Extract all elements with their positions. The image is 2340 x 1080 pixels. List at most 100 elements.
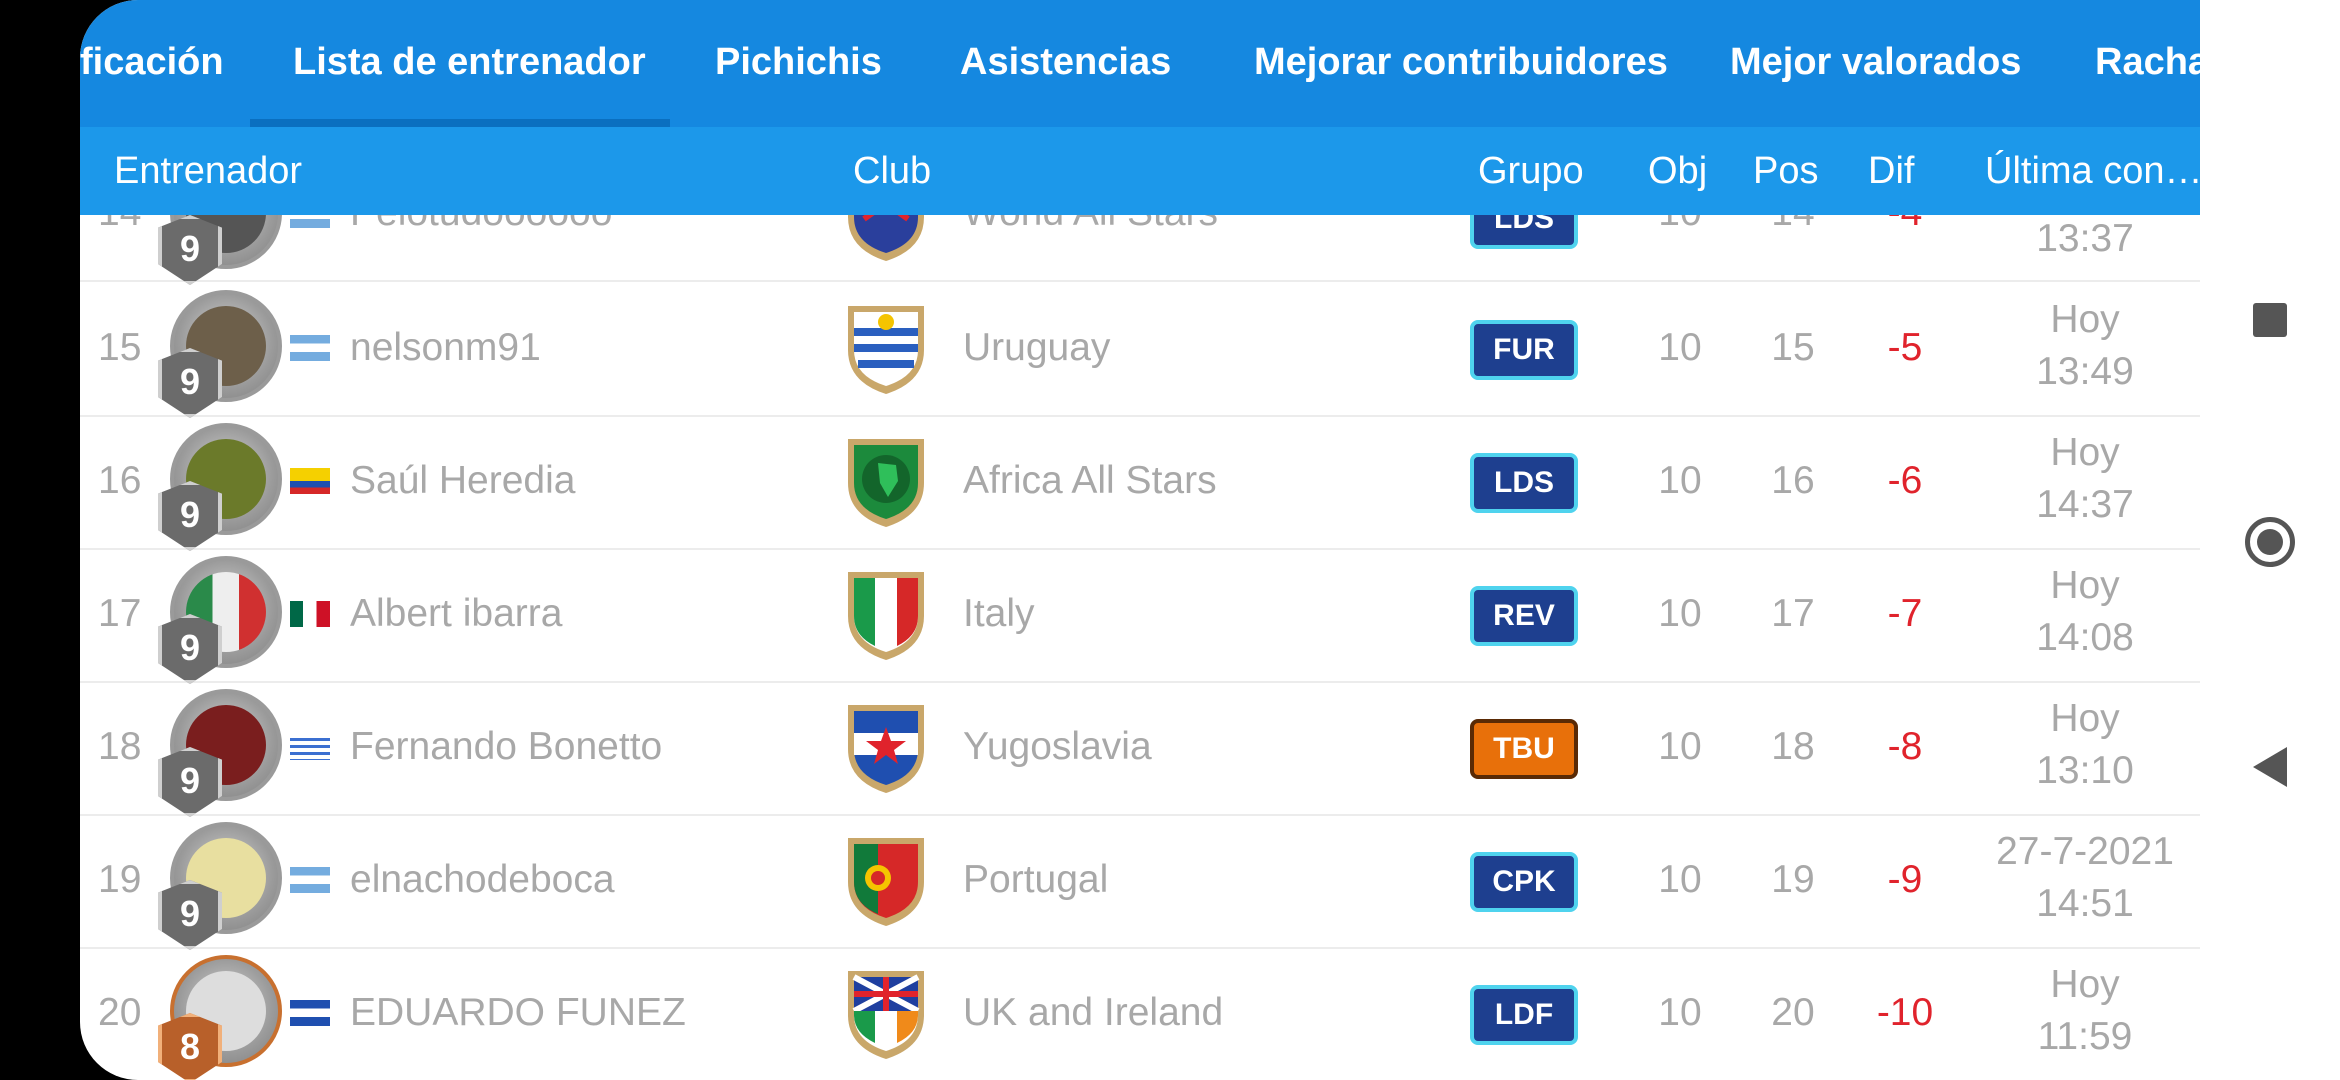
row-pos: 20: [1771, 991, 1815, 1034]
level-badge: 9: [158, 348, 222, 418]
coach-avatar[interactable]: [170, 822, 282, 934]
club-name[interactable]: World All Stars: [963, 215, 1218, 235]
table-row[interactable]: 18 9 Fernando Bonetto Yugoslavia TBU 10 …: [80, 681, 2220, 817]
club-name[interactable]: Africa All Stars: [963, 459, 1217, 502]
coach-avatar[interactable]: [170, 955, 282, 1067]
row-last-day: Hoy: [2050, 298, 2120, 341]
italy-shield-icon: [848, 572, 924, 660]
level-badge: 9: [158, 747, 222, 817]
club-name[interactable]: Yugoslavia: [963, 725, 1152, 768]
club-name[interactable]: Uruguay: [963, 326, 1111, 369]
col-ultima-conexion[interactable]: Última con…: [1985, 150, 2203, 192]
row-obj: 10: [1658, 725, 1702, 768]
col-pos[interactable]: Pos: [1753, 150, 1819, 192]
uruguay-shield-icon: [848, 306, 924, 394]
yugoslavia-shield-icon: [848, 705, 924, 793]
uk-ireland-shield-icon: [848, 971, 924, 1059]
row-last-time: 13:49: [2036, 350, 2134, 393]
group-badge[interactable]: FUR: [1470, 320, 1578, 380]
row-last-connection: Hoy 13:49: [1960, 294, 2210, 398]
table-row[interactable]: 20 8 EDUARDO FUNEZ UK and Ireland LDF 10…: [80, 947, 2220, 1080]
mexico-flag-icon: [290, 601, 330, 627]
row-dif: -9: [1887, 858, 1923, 901]
tab-lista-de-entrenador[interactable]: Lista de entrenador: [293, 41, 646, 83]
col-grupo[interactable]: Grupo: [1478, 150, 1584, 192]
row-position: 16: [98, 459, 142, 502]
row-position: 19: [98, 858, 142, 901]
col-obj[interactable]: Obj: [1648, 150, 1708, 192]
coach-name[interactable]: elnachodeboca: [350, 858, 615, 901]
row-last-connection: Hoy 11:59: [1960, 959, 2210, 1063]
row-last-time: 14:37: [2036, 483, 2134, 526]
coach-name[interactable]: EDUARDO FUNEZ: [350, 991, 686, 1034]
row-last-connection: Hoy 14:37: [1960, 427, 2210, 531]
group-badge[interactable]: REV: [1470, 586, 1578, 646]
table-row[interactable]: 17 9 Albert ibarra Italy REV 10 17 -7 Ho…: [80, 548, 2220, 684]
argentina-flag-icon: [290, 867, 330, 893]
group-badge[interactable]: CPK: [1470, 852, 1578, 912]
row-last-time: 13:37: [2036, 217, 2134, 260]
col-dif[interactable]: Dif: [1868, 150, 1915, 192]
coach-name[interactable]: Fernando Bonetto: [350, 725, 663, 768]
argentina-flag-icon: [290, 335, 330, 361]
level-badge: 9: [158, 215, 222, 285]
back-button[interactable]: [2200, 745, 2340, 789]
table-row[interactable]: 14 9 Pelotudoooooo World All Stars LDS 1…: [80, 215, 2220, 285]
coach-name[interactable]: Saúl Heredia: [350, 459, 576, 502]
row-obj: 10: [1658, 592, 1702, 635]
home-button[interactable]: [2200, 515, 2340, 569]
group-badge[interactable]: LDS: [1470, 215, 1578, 249]
active-tab-indicator: [250, 119, 670, 127]
table-row[interactable]: 19 9 elnachodeboca Portugal CPK 10 19 -9…: [80, 814, 2220, 950]
row-last-connection: 27-7-2021 14:51: [1960, 826, 2210, 930]
tab-rachas[interactable]: Rachas: [2095, 41, 2220, 83]
tab-mejor-valorados[interactable]: Mejor valorados: [1730, 41, 2022, 83]
tab-bar: ficación Lista de entrenador Pichichis A…: [80, 0, 2220, 127]
table-row[interactable]: 16 9 Saúl Heredia Africa All Stars LDS 1…: [80, 415, 2220, 551]
app-window: ficación Lista de entrenador Pichichis A…: [80, 0, 2220, 1080]
ecuador-flag-icon: [290, 468, 330, 494]
triangle-back-icon: [2253, 747, 2287, 787]
row-dif: -10: [1876, 991, 1934, 1034]
club-name[interactable]: UK and Ireland: [963, 991, 1224, 1034]
portugal-shield-icon: [848, 838, 924, 926]
tab-clasificacion[interactable]: ficación: [80, 41, 224, 83]
row-pos: 15: [1771, 326, 1815, 369]
tab-mejorar-contribuidores[interactable]: Mejorar contribuidores: [1254, 41, 1668, 83]
coach-name[interactable]: nelsonm91: [350, 326, 541, 369]
argentina-flag-icon: [290, 215, 330, 228]
row-last-time: 14:51: [2036, 882, 2134, 925]
row-last-time: 13:10: [2036, 749, 2134, 792]
row-dif: -4: [1860, 215, 1950, 235]
row-obj: 10: [1658, 858, 1702, 901]
coach-name[interactable]: Albert ibarra: [350, 592, 563, 635]
coach-list[interactable]: 14 9 Pelotudoooooo World All Stars LDS 1…: [80, 215, 2220, 1080]
tab-asistencias[interactable]: Asistencias: [960, 41, 1172, 83]
table-header: Entrenador Club Grupo Obj Pos Dif Última…: [80, 127, 2220, 215]
club-name[interactable]: Italy: [963, 592, 1035, 635]
coach-name[interactable]: Pelotudoooooo: [350, 215, 612, 235]
row-last-day: Hoy: [2050, 431, 2120, 474]
group-badge[interactable]: LDF: [1470, 985, 1578, 1045]
row-position: 14: [98, 215, 168, 235]
row-last-day: Hoy: [2050, 697, 2120, 740]
row-obj: 10: [1658, 459, 1702, 502]
group-badge[interactable]: TBU: [1470, 719, 1578, 779]
table-row[interactable]: 15 9 nelsonm91 Uruguay FUR 10 15 -5 Hoy 1…: [80, 282, 2220, 418]
row-position: 15: [98, 326, 142, 369]
row-last-connection: Hoy 14:08: [1960, 560, 2210, 664]
group-badge[interactable]: LDS: [1470, 453, 1578, 513]
coach-avatar[interactable]: [170, 556, 282, 668]
col-entrenador[interactable]: Entrenador: [114, 150, 303, 192]
club-name[interactable]: Portugal: [963, 858, 1109, 901]
row-obj: 10: [1658, 326, 1702, 369]
tab-pichichis[interactable]: Pichichis: [715, 41, 882, 83]
honduras-flag-icon: [290, 1000, 330, 1026]
uruguay-flag-icon: [290, 734, 330, 760]
col-club[interactable]: Club: [853, 150, 932, 192]
level-badge: 9: [158, 614, 222, 684]
coach-avatar[interactable]: [170, 290, 282, 402]
recents-button[interactable]: [2200, 295, 2340, 345]
level-badge: 9: [158, 880, 222, 950]
row-last-day: Hoy: [2050, 963, 2120, 1006]
